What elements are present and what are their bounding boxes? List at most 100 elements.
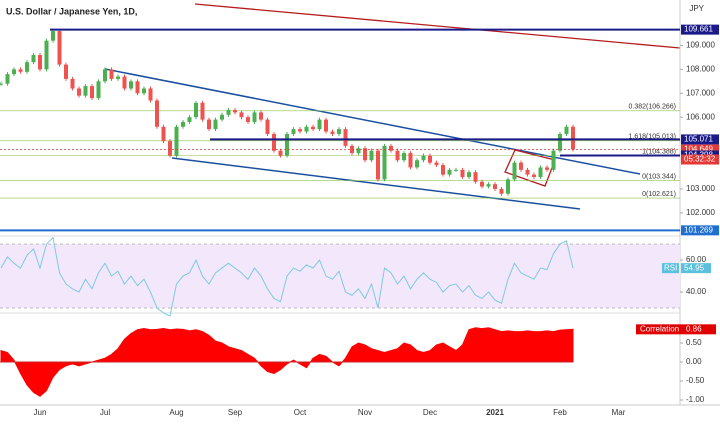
candle-body bbox=[525, 169, 530, 175]
candle-body bbox=[161, 126, 166, 142]
candle-body bbox=[226, 110, 231, 115]
candle-body bbox=[545, 167, 549, 170]
y-tick-label: 103.000 bbox=[686, 184, 715, 193]
candle-body bbox=[369, 150, 374, 161]
y-tick-label: 40.00 bbox=[686, 287, 707, 296]
price-tag-label: 109.661 bbox=[684, 25, 713, 34]
candle-body bbox=[38, 55, 42, 70]
candle-body bbox=[44, 40, 49, 70]
candle-body bbox=[109, 69, 114, 79]
countdown: 05:32:32 bbox=[684, 155, 716, 164]
corr-tag bbox=[636, 324, 716, 335]
price-tag-label: 104.649 bbox=[684, 145, 713, 154]
candle-body bbox=[12, 69, 16, 75]
candle-body bbox=[285, 133, 289, 156]
candle-body bbox=[77, 88, 81, 96]
candle-body bbox=[343, 129, 348, 146]
x-tick-label: Nov bbox=[358, 408, 372, 417]
candle-body bbox=[434, 162, 439, 166]
candle-body bbox=[116, 76, 120, 79]
drawings bbox=[104, 3, 681, 210]
candle-body bbox=[421, 155, 426, 161]
price-tag-label: 101.269 bbox=[684, 225, 713, 234]
candle-body bbox=[311, 126, 315, 130]
candle-body bbox=[447, 169, 452, 175]
candle-body bbox=[441, 165, 445, 175]
rsi-name-tag bbox=[662, 263, 679, 274]
y-tick-label: 107.000 bbox=[686, 88, 715, 97]
x-tick-label: Oct bbox=[294, 408, 307, 417]
candle-body bbox=[330, 131, 335, 134]
candle-body bbox=[376, 150, 380, 180]
candle-body bbox=[155, 100, 159, 127]
candle-body bbox=[324, 119, 328, 132]
candle-body bbox=[395, 150, 400, 161]
candle-body bbox=[499, 188, 504, 194]
rsi-tag bbox=[681, 263, 711, 274]
candle-body bbox=[246, 117, 250, 122]
candle-body bbox=[18, 69, 23, 72]
candle-body bbox=[493, 184, 497, 189]
y-tick-label: 106.000 bbox=[686, 112, 715, 121]
candle-body bbox=[265, 119, 270, 134]
fib-label: 0(103.344) bbox=[642, 174, 676, 181]
candle-body bbox=[415, 160, 419, 168]
y-tick-label: -1.00 bbox=[686, 395, 705, 404]
price-tag bbox=[681, 144, 719, 155]
candle-body bbox=[564, 126, 569, 134]
candle-body bbox=[317, 119, 322, 130]
candle-body bbox=[64, 64, 68, 79]
channel-bottom bbox=[171, 157, 581, 210]
x-tick-label: Jun bbox=[34, 408, 47, 417]
candle-body bbox=[200, 102, 205, 120]
y-tick-label: 60.00 bbox=[686, 255, 707, 264]
x-tick-label: Feb bbox=[553, 408, 567, 417]
price-tag bbox=[681, 225, 719, 236]
candle-body bbox=[135, 81, 140, 94]
candle-body bbox=[57, 31, 62, 65]
candle-body bbox=[506, 179, 510, 194]
candle-body bbox=[122, 76, 127, 89]
chart-title: U.S. Dollar / Japanese Yen, 1D, bbox=[6, 6, 137, 16]
rsi-line bbox=[0, 236, 574, 317]
candle-body bbox=[25, 62, 29, 72]
y-tick-label: 0.50 bbox=[686, 338, 702, 347]
candle-body bbox=[129, 81, 133, 89]
y-tick-label: -0.50 bbox=[686, 376, 705, 385]
candle-body bbox=[551, 150, 556, 170]
candle-body bbox=[213, 119, 218, 130]
candle-body bbox=[454, 169, 458, 171]
price-tag bbox=[681, 134, 719, 145]
countdown-tag bbox=[681, 154, 719, 165]
candle-body bbox=[181, 121, 185, 127]
candle-body bbox=[187, 117, 192, 122]
fib-label: 1(104.388) bbox=[642, 149, 676, 156]
x-tick-label: Mar bbox=[612, 408, 626, 417]
fib-label: 0.382(106.266) bbox=[629, 104, 676, 111]
candle-body bbox=[252, 112, 257, 122]
candle-body bbox=[532, 174, 536, 177]
price-tag-label: 105.071 bbox=[684, 135, 713, 144]
candle-body bbox=[103, 69, 107, 82]
x-tick-label: Sep bbox=[228, 408, 243, 417]
candle-body bbox=[382, 145, 387, 180]
y-tick-label: 0.00 bbox=[686, 357, 702, 366]
y-tick-label: 108.000 bbox=[686, 64, 715, 73]
candle-body bbox=[356, 148, 361, 154]
candle-body bbox=[194, 102, 198, 118]
candle-body bbox=[90, 86, 94, 99]
candle-body bbox=[5, 74, 10, 84]
candle-body bbox=[259, 112, 263, 120]
corr-name: Correlation bbox=[640, 324, 679, 333]
candle-body bbox=[298, 129, 302, 132]
y-tick-label: 109.000 bbox=[686, 41, 715, 50]
x-tick-label: Aug bbox=[169, 408, 183, 417]
fib-label: 0(102.621) bbox=[642, 191, 676, 198]
candle-body bbox=[272, 133, 276, 151]
candle-body bbox=[428, 155, 432, 163]
candle-body bbox=[31, 55, 36, 63]
candle-body bbox=[207, 119, 211, 130]
x-tick-label: 2021 bbox=[486, 408, 504, 417]
candle-body bbox=[70, 78, 75, 89]
